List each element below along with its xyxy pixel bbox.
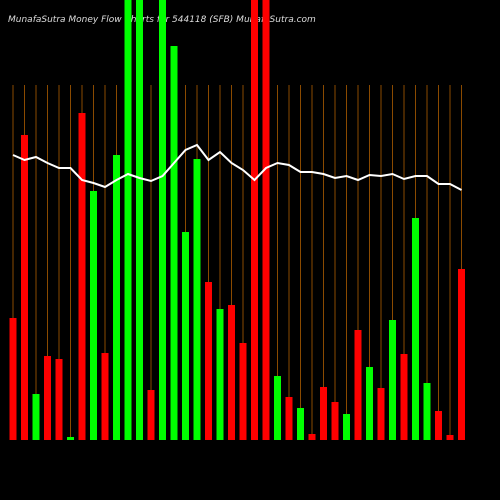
bar [78, 113, 86, 440]
bar [423, 383, 431, 440]
bar [113, 155, 120, 440]
bar [90, 191, 97, 440]
bar [331, 402, 339, 440]
bar [274, 376, 281, 440]
bar [251, 0, 258, 440]
bar [435, 411, 442, 440]
bar [21, 135, 28, 440]
bar [308, 434, 316, 440]
bar [101, 353, 109, 440]
bar [297, 408, 304, 440]
bar [32, 394, 40, 440]
bar [159, 0, 166, 440]
bar [205, 282, 212, 440]
bar [285, 397, 293, 440]
bar [228, 305, 235, 440]
bar [377, 388, 385, 440]
bar [9, 318, 17, 440]
bar [216, 309, 224, 440]
bar [400, 354, 408, 440]
bar [170, 46, 178, 440]
bar [389, 320, 396, 440]
bar [458, 269, 465, 440]
bar [412, 218, 419, 440]
bar [320, 387, 327, 440]
bar [239, 343, 247, 440]
bar [446, 435, 454, 440]
bar [262, 0, 270, 440]
money-flow-line [12, 143, 462, 191]
bar [136, 0, 143, 440]
bar [366, 367, 373, 440]
bar [44, 356, 51, 440]
bar [67, 437, 74, 440]
bar [147, 390, 155, 440]
bar [55, 359, 63, 440]
bar [343, 414, 350, 440]
bar [354, 330, 362, 440]
bar [182, 232, 189, 440]
bar [193, 159, 201, 440]
bar [124, 0, 132, 440]
